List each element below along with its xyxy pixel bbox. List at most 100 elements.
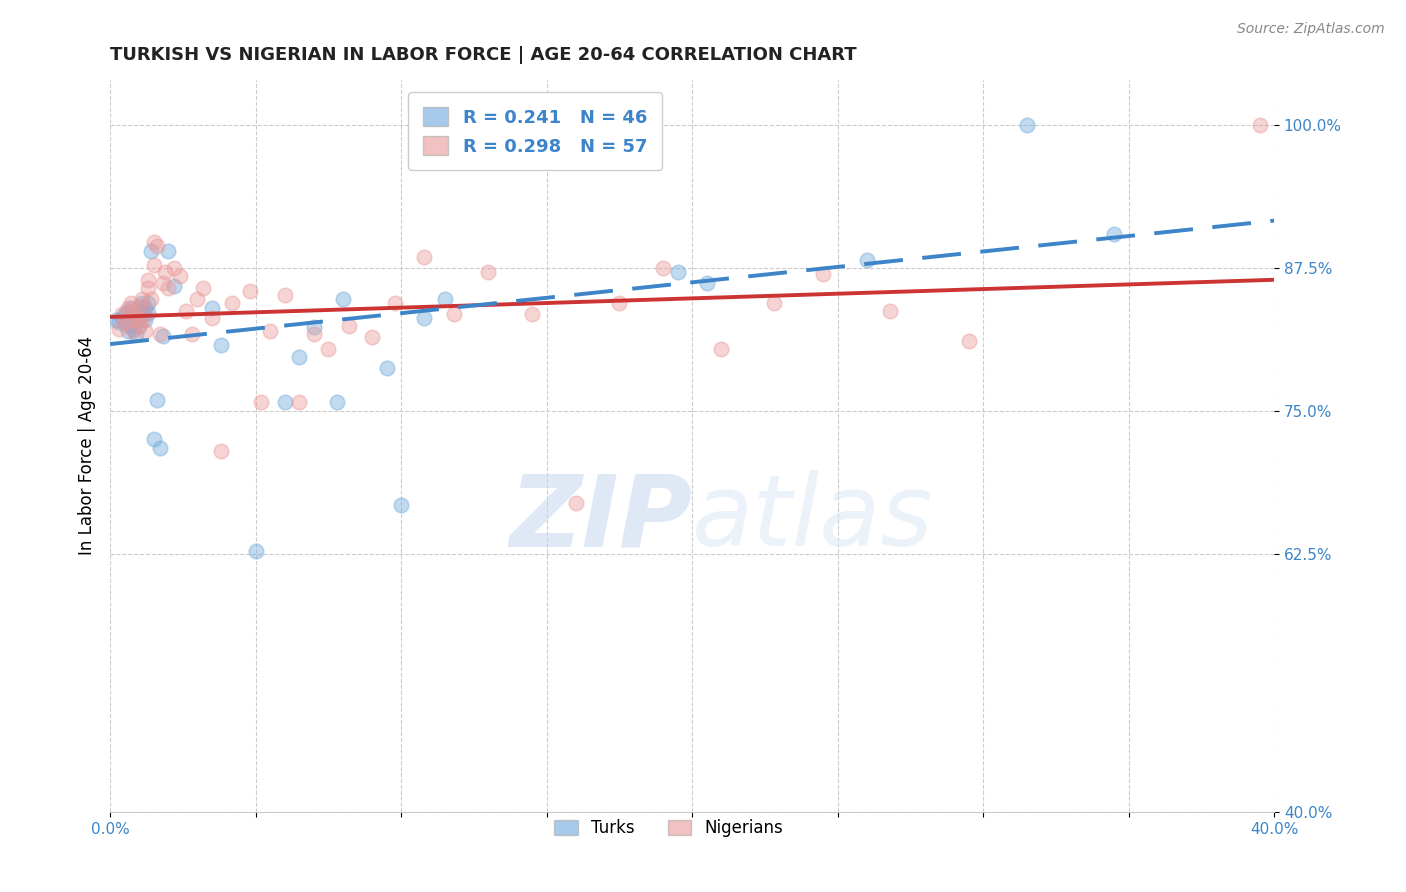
Point (120, 318, 142, 333)
Point (302, 326, 325, 341)
Point (477, 265, 499, 279)
Point (326, 395, 349, 409)
Point (652, 261, 675, 276)
Point (152, 329, 174, 343)
Point (117, 303, 139, 318)
Point (142, 258, 165, 272)
Point (155, 265, 177, 279)
Point (245, 544, 267, 558)
Point (128, 301, 150, 316)
Point (413, 250, 436, 264)
Point (131, 295, 153, 310)
Point (361, 330, 384, 344)
Point (128, 313, 150, 327)
Point (134, 313, 156, 327)
Point (250, 395, 273, 409)
Point (163, 278, 186, 293)
Point (128, 299, 150, 313)
Point (120, 295, 142, 310)
Point (152, 277, 174, 291)
Point (128, 318, 150, 333)
Point (762, 295, 785, 310)
Point (811, 267, 834, 281)
Point (564, 496, 586, 510)
Legend: Turks, Nigerians: Turks, Nigerians (548, 813, 790, 844)
Point (125, 326, 148, 341)
Text: atlas: atlas (692, 470, 934, 567)
Point (957, 334, 980, 348)
Point (108, 315, 131, 329)
Point (122, 303, 145, 318)
Point (136, 281, 159, 295)
Point (117, 324, 139, 338)
Point (131, 313, 153, 327)
Point (288, 350, 311, 364)
Point (337, 318, 360, 333)
Point (855, 253, 877, 268)
Point (125, 310, 148, 325)
Point (157, 281, 180, 295)
Point (139, 244, 162, 259)
Point (157, 244, 180, 259)
Point (136, 306, 159, 320)
Point (114, 318, 136, 332)
Point (145, 392, 167, 407)
Point (221, 295, 243, 310)
Point (193, 281, 215, 295)
Point (302, 319, 325, 334)
Point (332, 293, 354, 307)
Point (318, 342, 340, 356)
Point (117, 301, 139, 316)
Point (696, 277, 718, 291)
Point (136, 295, 159, 310)
Point (142, 432, 165, 446)
Point (131, 306, 153, 320)
Point (1249, 119, 1271, 133)
Point (443, 307, 465, 321)
Point (389, 498, 412, 512)
Point (122, 324, 145, 338)
Point (125, 310, 148, 325)
Point (139, 293, 162, 307)
Point (131, 293, 153, 307)
Point (666, 265, 689, 279)
Point (710, 342, 733, 356)
Point (169, 269, 191, 284)
Point (114, 307, 136, 321)
Point (142, 235, 165, 249)
Point (122, 322, 145, 336)
Point (201, 310, 224, 325)
Point (114, 315, 136, 329)
Point (120, 301, 142, 316)
Point (209, 338, 232, 352)
Text: TURKISH VS NIGERIAN IN LABOR FORCE | AGE 20-64 CORRELATION CHART: TURKISH VS NIGERIAN IN LABOR FORCE | AGE… (110, 46, 856, 64)
Point (274, 395, 297, 409)
Point (180, 326, 202, 341)
Point (149, 441, 172, 455)
Text: Source: ZipAtlas.com: Source: ZipAtlas.com (1237, 22, 1385, 37)
Point (239, 285, 262, 299)
Point (134, 324, 156, 338)
Point (174, 303, 197, 318)
Text: ZIP: ZIP (509, 470, 692, 567)
Point (413, 310, 436, 325)
Point (259, 324, 281, 338)
Point (145, 238, 167, 252)
Point (120, 313, 142, 327)
Point (609, 295, 631, 310)
Point (384, 295, 406, 310)
Y-axis label: In Labor Force | Age 20-64: In Labor Force | Age 20-64 (79, 336, 96, 556)
Point (433, 293, 456, 307)
Point (108, 322, 131, 336)
Point (163, 261, 186, 276)
Point (111, 310, 134, 325)
Point (134, 307, 156, 321)
Point (186, 293, 208, 307)
Point (1015, 119, 1038, 133)
Point (375, 361, 398, 376)
Point (520, 307, 543, 321)
Point (128, 318, 150, 333)
Point (209, 444, 232, 458)
Point (134, 301, 156, 316)
Point (122, 306, 145, 320)
